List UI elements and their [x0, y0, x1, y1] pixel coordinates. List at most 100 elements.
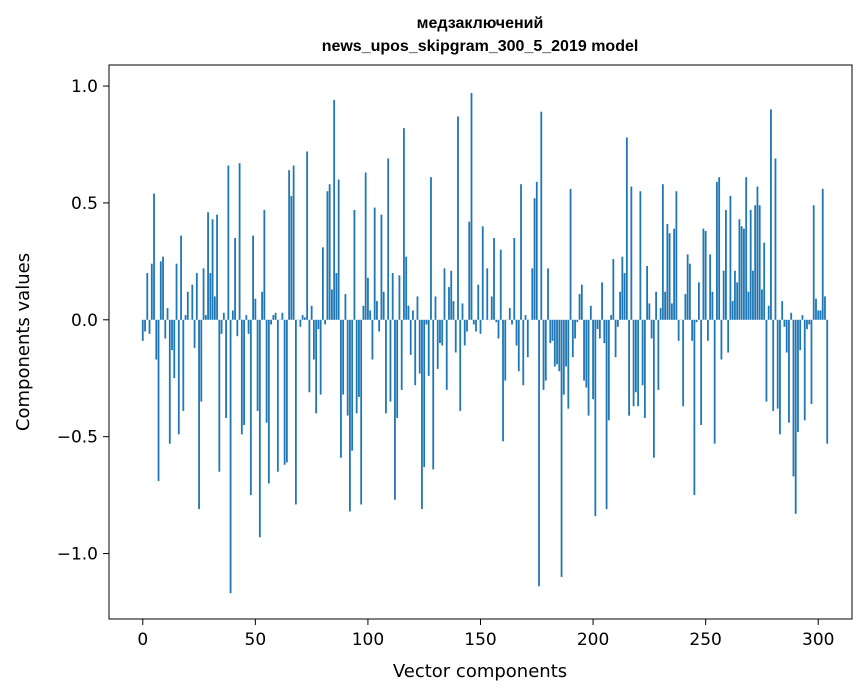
- bar: [533, 198, 536, 320]
- bar: [727, 319, 730, 353]
- bar: [675, 191, 678, 320]
- bar: [263, 209, 266, 320]
- bar: [614, 319, 617, 358]
- bar: [542, 319, 545, 390]
- bar: [434, 296, 437, 320]
- bar: [661, 184, 664, 320]
- y-tick-label: −0.5: [57, 428, 98, 448]
- bar: [553, 319, 556, 367]
- bar: [173, 319, 176, 379]
- bar: [168, 319, 171, 444]
- bar: [576, 319, 579, 323]
- bar: [367, 277, 369, 320]
- bar: [303, 317, 306, 320]
- y-tick-label: 0.0: [71, 311, 98, 331]
- bar: [364, 172, 367, 320]
- bar: [445, 319, 448, 390]
- bar: [580, 284, 583, 320]
- bar: [799, 319, 802, 351]
- y-axis: −1.0 −0.5 0.0 0.5 1.0: [57, 77, 109, 565]
- bar: [412, 310, 414, 320]
- x-tick-label: 100: [352, 630, 384, 650]
- bar: [146, 273, 149, 320]
- bar: [720, 319, 723, 360]
- x-tick-label: 150: [464, 630, 496, 650]
- bar: [261, 291, 263, 320]
- bar: [790, 312, 793, 320]
- bar: [666, 223, 669, 320]
- bar: [328, 184, 331, 320]
- bar: [369, 310, 372, 320]
- bar: [785, 319, 788, 353]
- bar: [270, 319, 273, 325]
- y-tick-label: 0.5: [71, 194, 98, 214]
- bar: [544, 319, 547, 381]
- bar: [817, 310, 820, 320]
- bar: [337, 179, 340, 320]
- bar: [218, 319, 221, 472]
- bar: [418, 319, 421, 374]
- bar: [596, 319, 599, 330]
- bar: [195, 273, 198, 320]
- bar: [387, 158, 390, 320]
- bar: [306, 151, 309, 320]
- chart-subtitle: news_upos_skipgram_300_5_2019 model: [322, 38, 639, 55]
- bar: [610, 315, 612, 320]
- bar: [682, 319, 685, 407]
- bar: [767, 305, 770, 320]
- bar: [265, 319, 268, 423]
- bar: [175, 263, 178, 320]
- bar: [346, 319, 349, 416]
- bar: [421, 319, 423, 510]
- bar: [801, 315, 804, 320]
- bar: [752, 270, 754, 320]
- bars-group: [141, 93, 829, 594]
- bar: [628, 319, 630, 416]
- bar: [794, 319, 797, 514]
- bar: [162, 256, 164, 320]
- bar: [524, 315, 527, 320]
- bar: [731, 301, 734, 320]
- bar: [707, 319, 709, 341]
- bar: [517, 319, 520, 372]
- bar: [164, 319, 167, 339]
- bar: [252, 235, 254, 320]
- bar: [331, 289, 333, 320]
- bar: [729, 195, 732, 320]
- bar: [231, 310, 234, 320]
- bar: [637, 319, 640, 407]
- bar: [247, 319, 250, 334]
- bar: [376, 301, 378, 320]
- bar: [238, 163, 241, 320]
- bar: [725, 209, 727, 320]
- bar: [774, 158, 777, 320]
- bar: [639, 191, 642, 320]
- bar: [141, 319, 144, 341]
- bar: [200, 319, 203, 402]
- bar: [587, 319, 590, 416]
- bar: [781, 301, 784, 320]
- bar: [371, 319, 374, 360]
- bar: [373, 207, 376, 320]
- x-tick-label: 50: [245, 630, 267, 650]
- bar: [472, 319, 475, 325]
- bar: [652, 319, 655, 458]
- bar: [436, 319, 439, 369]
- bar: [211, 219, 214, 320]
- bar: [319, 319, 322, 395]
- bar: [184, 315, 187, 320]
- bar: [358, 319, 360, 397]
- x-axis: 0 50 100 150 200 250 300: [137, 619, 834, 650]
- bar: [677, 319, 680, 341]
- bar: [389, 319, 392, 402]
- bar: [803, 319, 806, 421]
- x-axis-label: Vector components: [393, 661, 567, 682]
- bar: [776, 319, 779, 409]
- bar: [321, 247, 324, 320]
- bar: [531, 268, 534, 320]
- bar: [459, 319, 462, 411]
- bar: [598, 319, 601, 339]
- bar: [761, 289, 763, 320]
- bar: [688, 263, 691, 320]
- bar: [513, 237, 516, 320]
